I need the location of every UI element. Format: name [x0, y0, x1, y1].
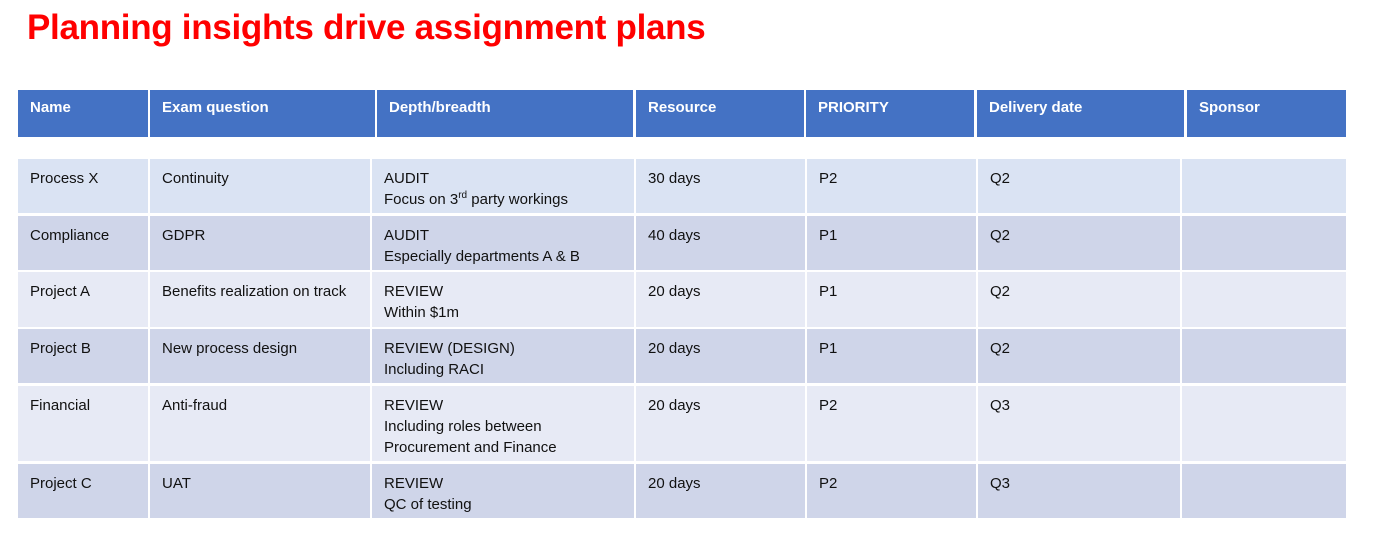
cell-resource: 20 days [636, 386, 805, 461]
depth-type: REVIEW (DESIGN) [384, 340, 515, 357]
table-row: Project B New process design REVIEW (DESIG… [18, 329, 1346, 383]
cell-sponsor [1182, 386, 1346, 461]
cell-depth-breadth: REVIEW (DESIGN) Including RACI [372, 329, 634, 383]
cell-exam-question: GDPR [150, 216, 370, 270]
cell-priority: P2 [807, 464, 976, 518]
cell-name: Project C [18, 464, 148, 518]
table-row: Project A Benefits realization on track RE… [18, 272, 1346, 327]
cell-sponsor [1182, 216, 1346, 270]
header-priority: PRIORITY [806, 90, 974, 137]
cell-name: Financial [18, 386, 148, 461]
cell-delivery-date: Q2 [978, 329, 1180, 383]
cell-priority: P1 [807, 216, 976, 270]
cell-priority: P1 [807, 272, 976, 327]
cell-exam-question: Benefits realization on track [150, 272, 370, 327]
cell-depth-breadth: AUDIT Focus on 3rd party workings [372, 159, 634, 213]
table-row: Project C UAT REVIEW QC of testing 20 days P2… [18, 464, 1346, 518]
cell-priority: P1 [807, 329, 976, 383]
depth-detail: Including RACI [384, 361, 485, 378]
header-exam-question: Exam question [150, 90, 375, 137]
cell-delivery-date: Q2 [978, 272, 1180, 327]
depth-detail: Focus on 3rd party workings [384, 190, 568, 209]
cell-priority: P2 [807, 159, 976, 213]
cell-exam-question: UAT [150, 464, 370, 518]
cell-delivery-date: Q3 [978, 386, 1180, 461]
table-row: Financial Anti-fraud REVIEW Including roles… [18, 386, 1346, 461]
cell-resource: 30 days [636, 159, 805, 213]
cell-sponsor [1182, 272, 1346, 327]
cell-name: Project B [18, 329, 148, 383]
depth-detail: Especially departments A & B [384, 248, 580, 265]
depth-type: REVIEW [384, 397, 444, 414]
cell-delivery-date: Q3 [978, 464, 1180, 518]
table-row: Compliance GDPR AUDIT Especially department… [18, 216, 1346, 270]
depth-detail: Within $1m [384, 304, 460, 321]
table-row: Process X Continuity AUDIT Focus on 3rd par… [18, 159, 1346, 213]
cell-priority: P2 [807, 386, 976, 461]
cell-exam-question: Anti-fraud [150, 386, 370, 461]
cell-delivery-date: Q2 [978, 159, 1180, 213]
depth-type: REVIEW [384, 475, 444, 492]
cell-sponsor [1182, 159, 1346, 213]
cell-depth-breadth: AUDIT Especially departments A & B [372, 216, 634, 270]
cell-depth-breadth: REVIEW QC of testing [372, 464, 634, 518]
depth-detail: Including roles between [384, 418, 542, 435]
depth-detail: Procurement and Finance [384, 439, 557, 456]
cell-resource: 20 days [636, 272, 805, 327]
header-depth-breadth: Depth/breadth [377, 90, 633, 137]
cell-depth-breadth: REVIEW Within $1m [372, 272, 634, 327]
table-header: Name Exam question Depth/breadth Resourc… [18, 90, 1346, 137]
cell-resource: 20 days [636, 329, 805, 383]
header-sponsor: Sponsor [1187, 90, 1346, 137]
depth-type: AUDIT [384, 170, 429, 187]
cell-depth-breadth: REVIEW Including roles between Procurement… [372, 386, 634, 461]
depth-type: REVIEW [384, 283, 444, 300]
cell-name: Compliance [18, 216, 148, 270]
header-name: Name [18, 90, 148, 137]
page-title: Planning insights drive assignment plans [27, 8, 706, 47]
depth-detail: QC of testing [384, 496, 472, 513]
cell-name: Project A [18, 272, 148, 327]
cell-sponsor [1182, 329, 1346, 383]
cell-exam-question: New process design [150, 329, 370, 383]
cell-exam-question: Continuity [150, 159, 370, 213]
cell-resource: 40 days [636, 216, 805, 270]
header-resource: Resource [636, 90, 804, 137]
depth-type: AUDIT [384, 227, 429, 244]
cell-delivery-date: Q2 [978, 216, 1180, 270]
cell-sponsor [1182, 464, 1346, 518]
cell-name: Process X [18, 159, 148, 213]
cell-resource: 20 days [636, 464, 805, 518]
header-delivery-date: Delivery date [977, 90, 1184, 137]
